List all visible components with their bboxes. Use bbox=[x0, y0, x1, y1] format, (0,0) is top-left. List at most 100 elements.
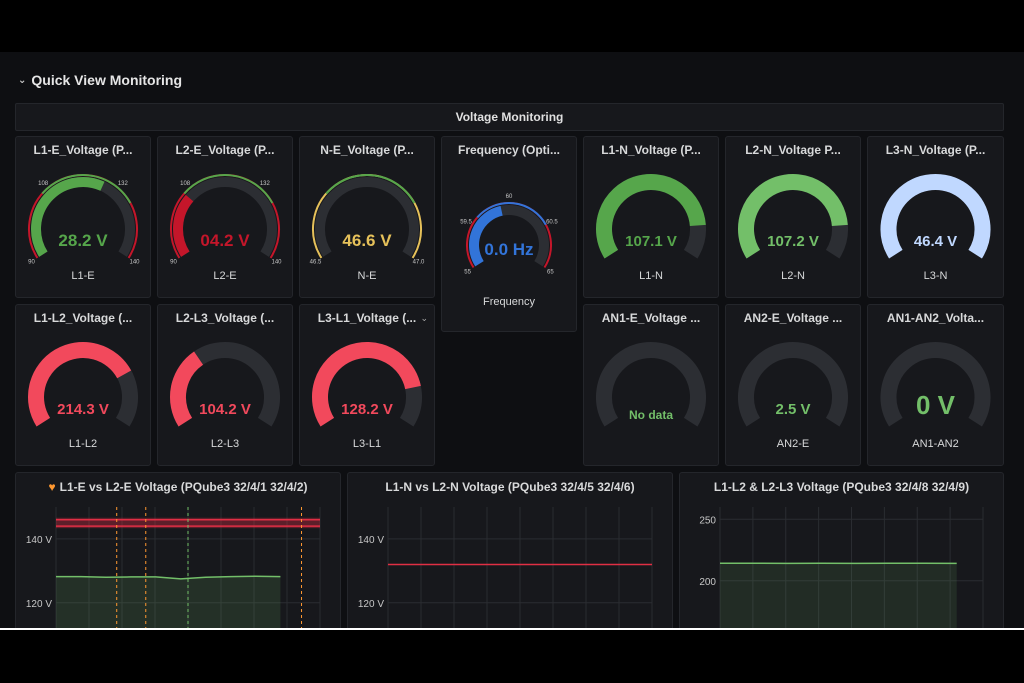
gauge-l1-e: 90 108 132 140 28.2 V bbox=[28, 174, 140, 266]
gauge-value: 214.3 V bbox=[57, 401, 109, 418]
panel-title: L3-L1_Voltage (... bbox=[317, 311, 417, 325]
gauge-panel-l2-e[interactable]: L2-E_Voltage (P... 90 108 132 140 04.2 V L2-… bbox=[157, 136, 293, 298]
gauge-panel-l3-l1[interactable]: L3-L1_Voltage (... ⌄ 128.2 V L3-L1 bbox=[299, 304, 435, 466]
gauge-l2-e: 90 108 132 140 04.2 V bbox=[170, 174, 282, 266]
y-tick-label: 140 V bbox=[358, 535, 384, 546]
gauge-fill bbox=[880, 174, 991, 259]
gauge-fill bbox=[738, 174, 848, 259]
gauge-value: 0 V bbox=[916, 390, 956, 420]
gauge-fill bbox=[469, 205, 503, 267]
threshold-arc-ok bbox=[41, 174, 132, 204]
chart-panel-l1e-vs-l2e[interactable]: ♥ L1-E vs L2-E Voltage (PQube3 32/4/1 32/… bbox=[15, 472, 341, 628]
gauge-value: 46.6 V bbox=[342, 231, 392, 250]
panel-title: L2-N_Voltage P... bbox=[745, 143, 841, 157]
chevron-down-icon[interactable]: ⌄ bbox=[420, 313, 428, 323]
row-title: Quick View Monitoring bbox=[31, 72, 183, 88]
gauge-track bbox=[596, 342, 706, 427]
gauge-l1-l2: 214.3 V bbox=[28, 342, 138, 427]
gauge-panel-l3-n[interactable]: L3-N_Voltage (P... 46.4 V L3-N bbox=[867, 136, 1004, 298]
panel-title: AN2-E_Voltage ... bbox=[743, 311, 843, 325]
gauge-label: L1-N bbox=[639, 270, 663, 282]
gauge-panel-an1-e[interactable]: AN1-E_Voltage ... No data bbox=[583, 304, 719, 466]
panel-title: L3-N_Voltage (P... bbox=[885, 143, 986, 157]
gauge-fill bbox=[312, 342, 421, 427]
gauge-tick-label: 132 bbox=[118, 181, 129, 187]
gauge-value: 2.5 V bbox=[775, 401, 810, 418]
gauge-label: Frequency bbox=[483, 296, 535, 308]
series-line bbox=[56, 575, 281, 580]
panel-title: L1-N_Voltage (P... bbox=[601, 143, 701, 157]
gauge-panel-n-e[interactable]: N-E_Voltage (P... 46.5 47.0 46.6 V N-E bbox=[299, 136, 435, 298]
gauge-label: L2-L3 bbox=[210, 438, 240, 450]
gauge-label: L3-L1 bbox=[352, 438, 382, 450]
gauge-track bbox=[738, 342, 848, 427]
chart-panel-l1n-vs-l2n[interactable]: L1-N vs L2-N Voltage (PQube3 32/4/5 32/4… bbox=[347, 472, 673, 628]
gauge-tick-label: 46.5 bbox=[310, 260, 322, 266]
gauge-tick-label: 90 bbox=[170, 260, 177, 266]
gauge-n-e: 46.5 47.0 46.6 V bbox=[310, 174, 425, 266]
gauge-label: L2-E bbox=[213, 270, 237, 282]
gauge-tick-label: 60 bbox=[506, 194, 513, 200]
chevron-down-icon[interactable]: ⌄ bbox=[18, 74, 27, 86]
gauge-tick-label: 140 bbox=[271, 260, 282, 266]
gauge-panel-an1-an2[interactable]: AN1-AN2_Volta... 0 V AN1-AN2 bbox=[867, 304, 1004, 466]
gauge-value: No data bbox=[629, 408, 673, 422]
threshold-arc-ok bbox=[183, 174, 274, 204]
series-area bbox=[720, 563, 957, 628]
divider bbox=[0, 628, 1024, 630]
gauge-value: 04.2 V bbox=[200, 231, 250, 250]
gauge-tick-label: 65 bbox=[547, 269, 554, 275]
gauge-tick-label: 59.5 bbox=[460, 219, 472, 225]
panel-title: Frequency (Opti... bbox=[457, 143, 560, 157]
gauge-label: L1-L2 bbox=[68, 438, 98, 450]
gauge-value: 28.2 V bbox=[58, 231, 108, 250]
panel-title: AN1-AN2_Volta... bbox=[886, 311, 985, 325]
gauge-label: L2-N bbox=[781, 270, 805, 282]
gauge-panel-l1-e[interactable]: L1-E_Voltage (P... 90 108 132 140 28.2 V L1-… bbox=[15, 136, 151, 298]
gauge-tick-label: 108 bbox=[38, 181, 49, 187]
gauge-l3-n: 46.4 V bbox=[880, 174, 991, 259]
chart-title: L1-N vs L2-N Voltage (PQube3 32/4/5 32/4… bbox=[385, 480, 635, 494]
y-tick-label: 250 bbox=[699, 515, 716, 526]
gauge-value: 107.2 V bbox=[767, 233, 819, 250]
heart-icon: ♥ bbox=[48, 480, 56, 494]
panel-title: N-E_Voltage (P... bbox=[320, 143, 414, 157]
gauge-frequency: 55 59.5 60 60.5 65 0.0 Hz bbox=[460, 194, 558, 275]
gauge-panel-l1-l2[interactable]: L1-L2_Voltage (... 214.3 V L1-L2 bbox=[15, 304, 151, 466]
gauge-fill bbox=[173, 194, 194, 257]
chart-title: ♥ L1-E vs L2-E Voltage (PQube3 32/4/1 32/… bbox=[16, 480, 340, 494]
gauge-an1-an2: 0 V bbox=[880, 342, 991, 427]
gauge-l2-n: 107.2 V bbox=[738, 174, 848, 259]
gauge-fill bbox=[31, 177, 105, 257]
gauge-panel-l1-n[interactable]: L1-N_Voltage (P... 107.1 V L1-N bbox=[583, 136, 719, 298]
gauge-value: 104.2 V bbox=[199, 401, 251, 418]
gauge-an1-e: No data bbox=[596, 342, 706, 427]
gauge-label: N-E bbox=[357, 270, 377, 282]
gauge-tick-label: 132 bbox=[260, 181, 271, 187]
gauge-label: AN1-AN2 bbox=[912, 438, 959, 450]
dashboard-screen: ⌄ Quick View Monitoring Voltage Monitori… bbox=[0, 52, 1024, 628]
gauge-tick-label: 60.5 bbox=[546, 219, 558, 225]
threshold-arc-ok bbox=[476, 202, 547, 226]
gauge-panel-frequency[interactable]: Frequency (Opti... 55 59.5 60 60.5 65 0.0 Hz … bbox=[441, 136, 577, 332]
gauge-panel-l2-n[interactable]: L2-N_Voltage P... 107.2 V L2-N bbox=[725, 136, 861, 298]
gauge-an2-e: 2.5 V bbox=[738, 342, 848, 427]
gauge-track bbox=[880, 342, 991, 427]
gauge-tick-label: 47.0 bbox=[413, 260, 425, 266]
chart-plot-l1l2-l2l3: 250200150 bbox=[699, 507, 984, 628]
gauge-value: 107.1 V bbox=[625, 233, 677, 250]
gauge-l3-l1: 128.2 V bbox=[312, 342, 422, 427]
y-tick-label: 200 bbox=[699, 577, 716, 588]
y-tick-label: 140 V bbox=[26, 535, 52, 546]
gauge-panel-an2-e[interactable]: AN2-E_Voltage ... 2.5 V AN2-E bbox=[725, 304, 861, 466]
panel-title: L1-E_Voltage (P... bbox=[33, 143, 133, 157]
row-header[interactable]: ⌄ Quick View Monitoring bbox=[18, 72, 182, 88]
y-tick-label: 120 V bbox=[358, 599, 384, 610]
y-tick-label: 120 V bbox=[26, 599, 52, 610]
chart-panel-l1l2-l2l3[interactable]: L1-L2 & L2-L3 Voltage (PQube3 32/4/8 32/… bbox=[679, 472, 1004, 628]
gauge-label: AN2-E bbox=[776, 438, 810, 450]
gauge-panel-l2-l3[interactable]: L2-L3_Voltage (... 104.2 V L2-L3 bbox=[157, 304, 293, 466]
gauge-fill bbox=[28, 342, 132, 427]
gauge-value: 128.2 V bbox=[341, 401, 393, 418]
